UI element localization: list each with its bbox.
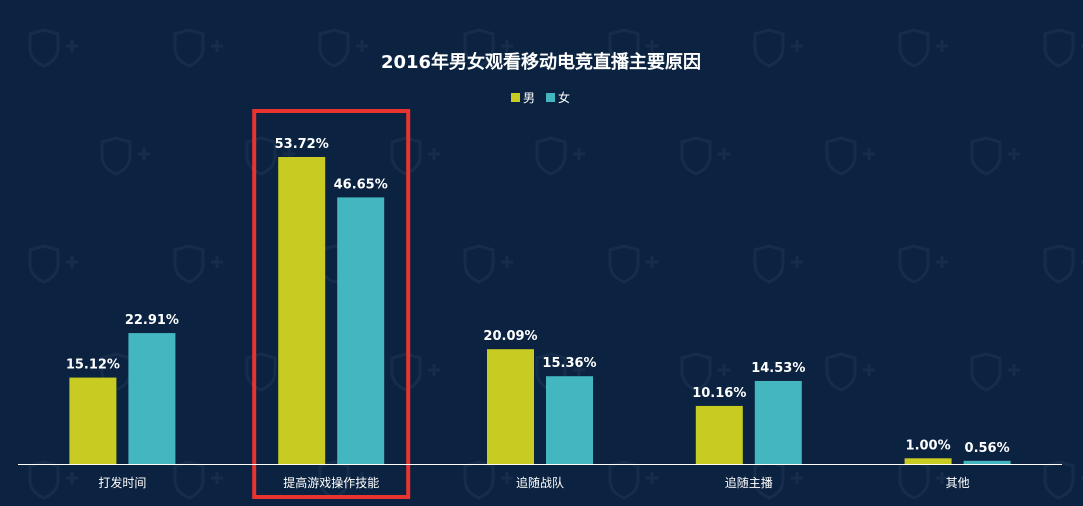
value-label-2-0: 20.09% bbox=[483, 329, 537, 344]
watermark-shield-icon bbox=[753, 28, 803, 68]
watermark-shield-icon bbox=[680, 136, 730, 176]
value-label-3-0: 10.16% bbox=[692, 386, 746, 401]
value-label-4-1: 0.56% bbox=[965, 441, 1010, 456]
watermark-shield-icon bbox=[28, 460, 78, 500]
watermark-shield-icon bbox=[898, 244, 948, 284]
bar-1-1 bbox=[337, 197, 385, 465]
value-label-4-0: 1.00% bbox=[906, 438, 951, 453]
category-label-4: 其他 bbox=[946, 476, 970, 490]
watermark-shield-icon bbox=[463, 28, 513, 68]
legend-label-0: 男 bbox=[523, 91, 535, 105]
highlight-box-layer bbox=[252, 109, 411, 499]
watermark-shield-icon bbox=[1043, 244, 1083, 284]
watermark-shield-icon bbox=[390, 352, 440, 392]
chart-title: 2016年男女观看移动电竞直播主要原因 bbox=[381, 51, 701, 73]
bar-0-0 bbox=[69, 377, 117, 464]
value-label-2-1: 15.36% bbox=[542, 356, 596, 371]
watermark-shield-icon bbox=[898, 460, 948, 500]
legend-swatch-0 bbox=[511, 93, 520, 102]
value-label-0-1: 22.91% bbox=[125, 313, 179, 328]
watermark-shield-icon bbox=[608, 460, 658, 500]
value-label-1-1: 46.65% bbox=[334, 177, 388, 192]
watermark-shield-icon bbox=[173, 244, 223, 284]
bar-3-1 bbox=[754, 380, 802, 464]
watermark-shield-icon bbox=[173, 460, 223, 500]
value-labels-layer: 15.12% 22.91% 53.72% 46.65% 20.09% 15.36% 10.1… bbox=[66, 137, 1010, 456]
bar-2-0 bbox=[487, 349, 534, 464]
watermark-shield-icon bbox=[28, 28, 78, 68]
legend: 男女 bbox=[511, 90, 570, 105]
watermark-shield-icon bbox=[1043, 28, 1083, 68]
bar-2-1 bbox=[546, 376, 593, 464]
watermark-shield-icon bbox=[753, 244, 803, 284]
watermark-shield-icon bbox=[390, 136, 440, 176]
legend-swatch-1 bbox=[546, 93, 555, 102]
watermark-shield-icon bbox=[318, 28, 368, 68]
watermark-shield-icon bbox=[898, 28, 948, 68]
watermark-shield-icon bbox=[825, 136, 875, 176]
watermark-shield-icon bbox=[825, 352, 875, 392]
value-label-3-1: 14.53% bbox=[751, 361, 805, 376]
watermark-shield-icon bbox=[680, 352, 730, 392]
value-label-1-0: 53.72% bbox=[275, 137, 329, 152]
bar-4-0 bbox=[904, 458, 952, 464]
watermark-shield-icon bbox=[463, 244, 513, 284]
bar-0-1 bbox=[128, 333, 176, 464]
category-label-1: 提高游戏操作技能 bbox=[283, 475, 379, 490]
watermark-shield-icon bbox=[970, 352, 1020, 392]
watermark-shield-icon bbox=[608, 28, 658, 68]
bar-4-1 bbox=[963, 460, 1011, 464]
category-label-0: 打发时间 bbox=[98, 475, 146, 490]
watermark-shield-icon bbox=[535, 136, 585, 176]
watermark-shield-icon bbox=[1043, 460, 1083, 500]
highlight-box bbox=[252, 109, 411, 499]
watermark-shield-icon bbox=[608, 244, 658, 284]
bars-layer bbox=[69, 157, 1011, 465]
category-labels-layer: 打发时间 提高游戏操作技能 追随战队 追随主播 其他 bbox=[98, 475, 969, 490]
watermark-shield-icon bbox=[28, 244, 78, 284]
watermark-shield-icon bbox=[463, 460, 513, 500]
watermark-shield-icon bbox=[100, 136, 150, 176]
category-label-2: 追随战队 bbox=[516, 475, 564, 490]
watermark-shield-icon bbox=[753, 460, 803, 500]
watermark-shield-icon bbox=[970, 136, 1020, 176]
watermark-shield-icon bbox=[173, 28, 223, 68]
bar-1-0 bbox=[278, 157, 326, 464]
category-label-3: 追随主播 bbox=[725, 475, 773, 490]
value-label-0-0: 15.12% bbox=[66, 358, 120, 373]
legend-label-1: 女 bbox=[558, 90, 570, 105]
bar-3-0 bbox=[695, 405, 743, 464]
